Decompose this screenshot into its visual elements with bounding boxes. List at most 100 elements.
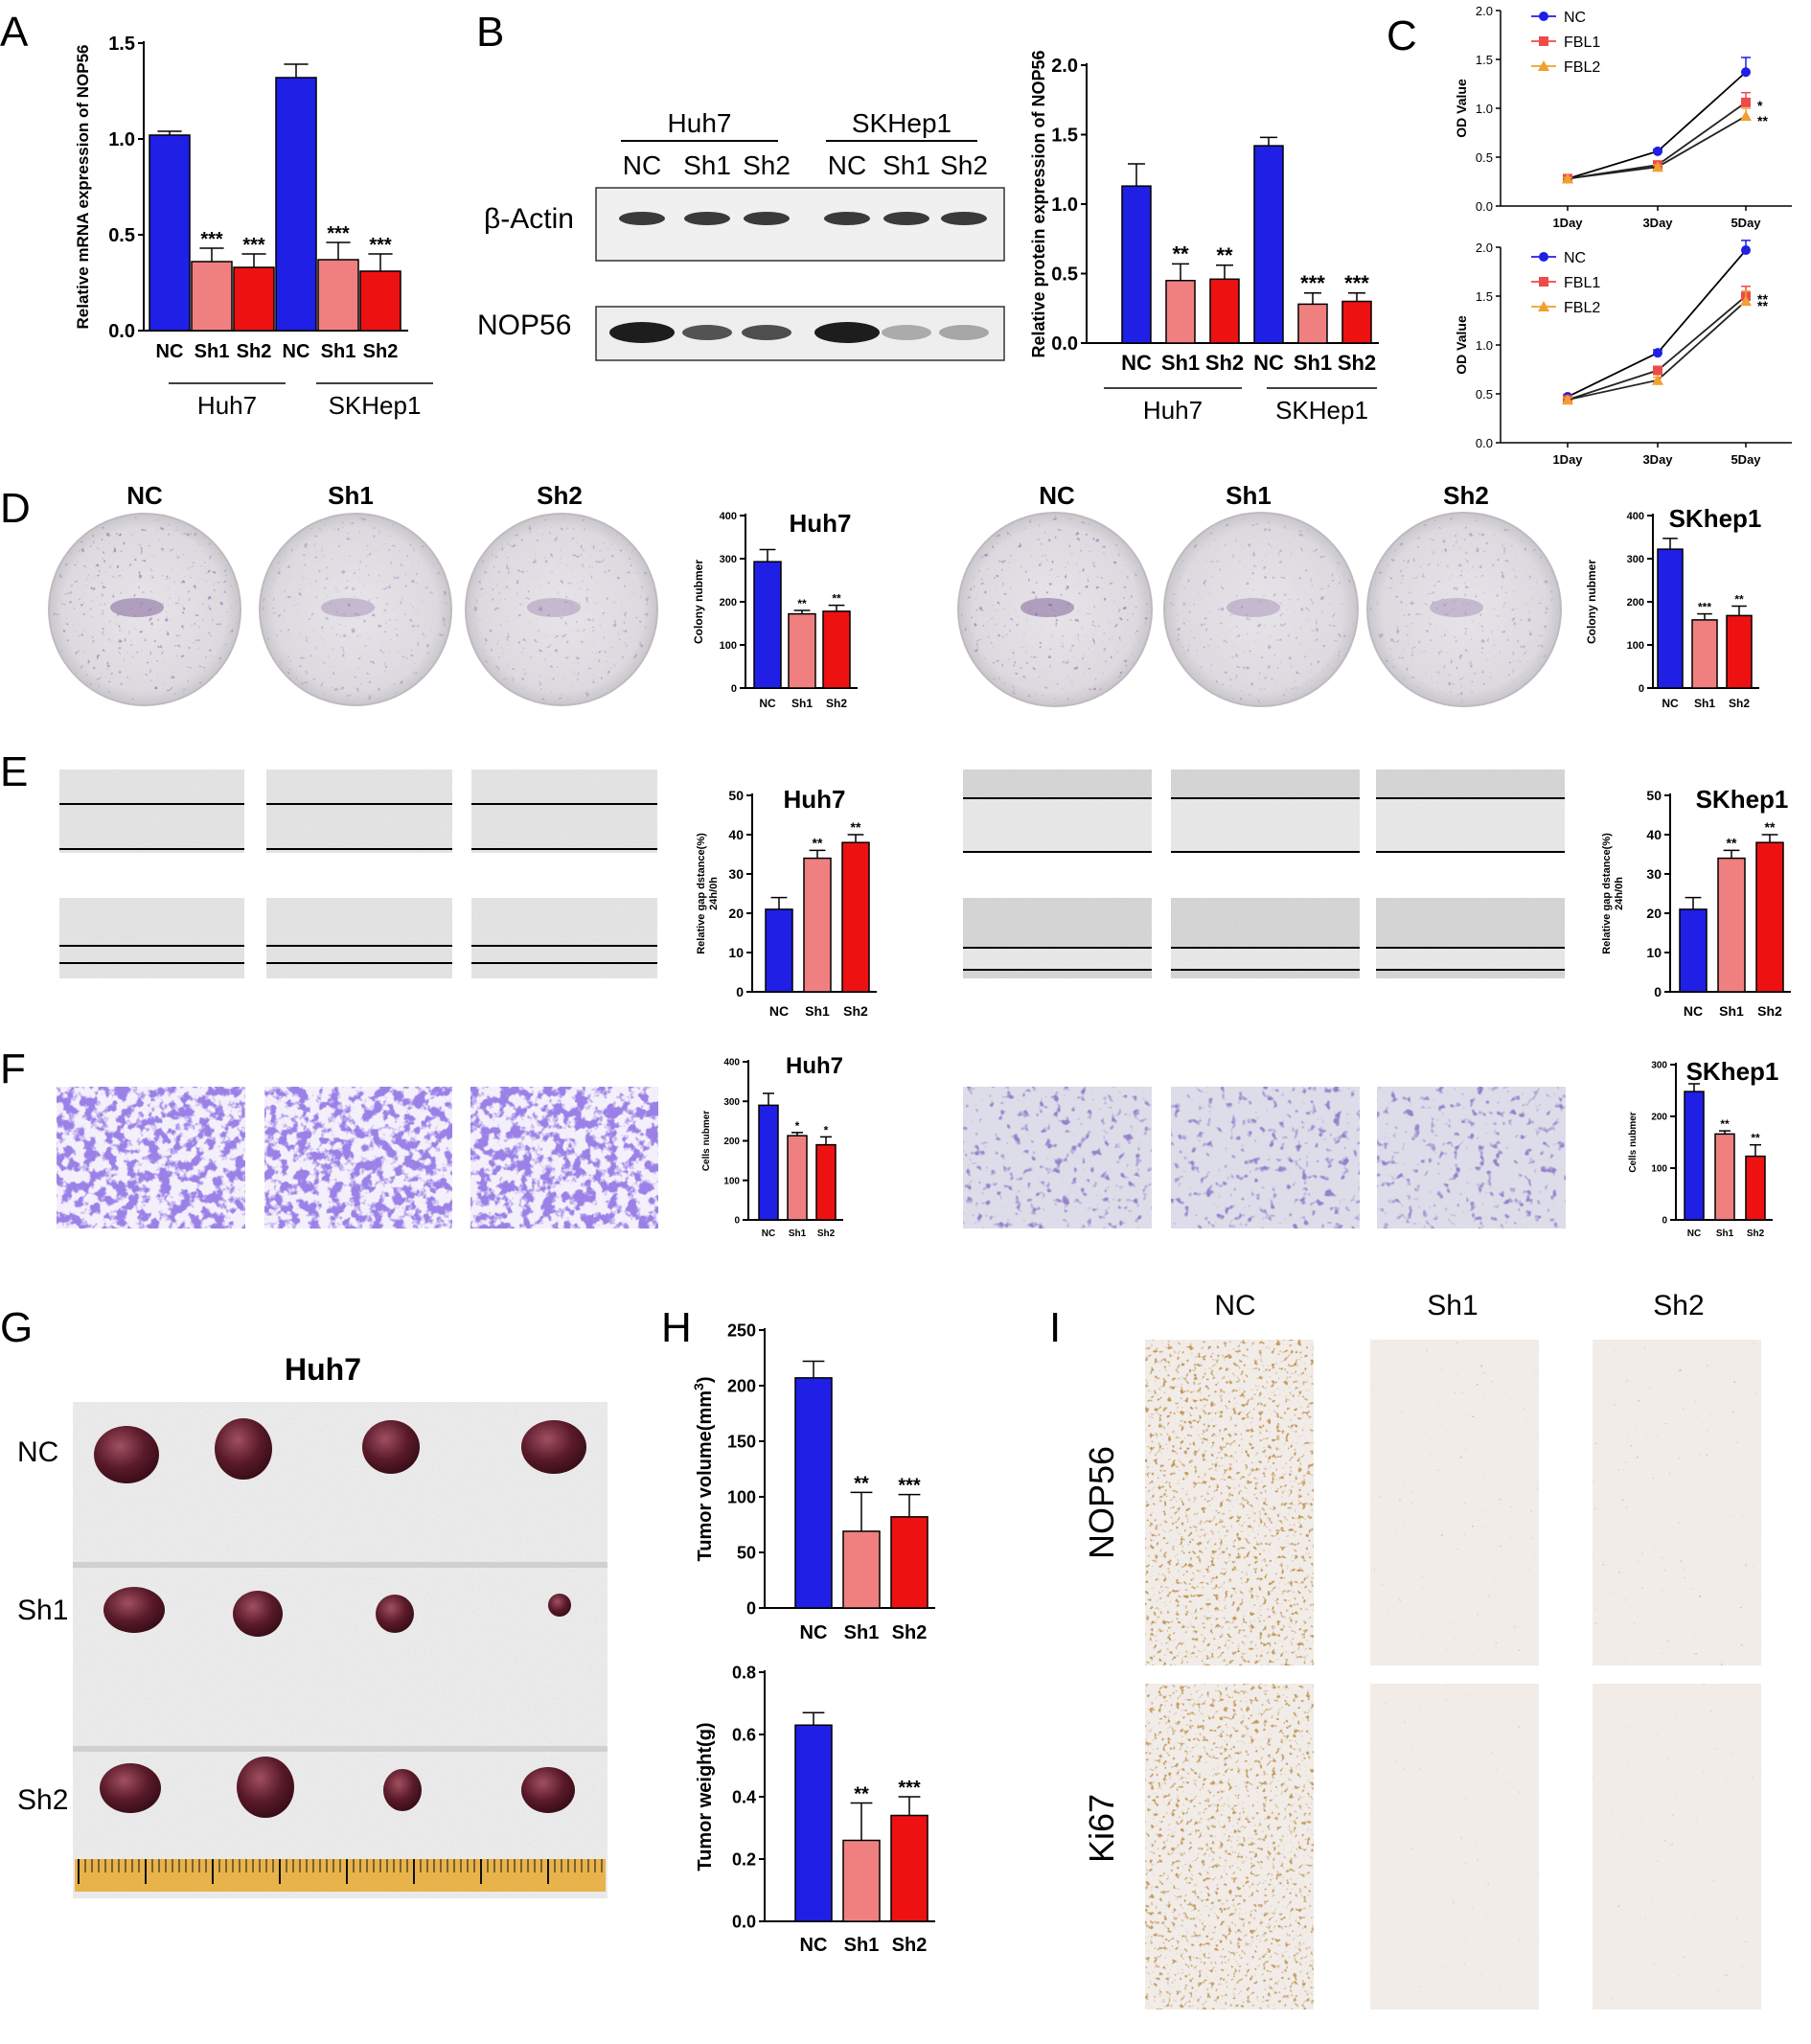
wound-texture	[59, 769, 244, 853]
blot-lane-1: NC	[623, 150, 661, 180]
significance: **	[1757, 113, 1768, 128]
chart-a: 0.0 0.5 1.0 1.5 Relative mRNA expression of …	[74, 34, 433, 420]
bar-2	[842, 1530, 881, 1609]
y-tick-label: 30	[1646, 866, 1662, 882]
significance: **	[854, 1784, 869, 1805]
tumor	[215, 1418, 272, 1480]
category-label: Sh1	[789, 1229, 807, 1239]
y-tick-label: 100	[720, 640, 737, 652]
y-axis-label-2: 24h/0h	[1614, 877, 1625, 910]
tumor	[376, 1595, 414, 1633]
y-tick-label: 20	[728, 906, 744, 921]
y-tick-label: 0	[736, 984, 744, 999]
y-tick-label: 300	[723, 1097, 740, 1108]
y-tick-label: 0.2	[732, 1849, 756, 1869]
transwell-images	[57, 1087, 1566, 1229]
chart-title: Huh7	[784, 785, 846, 814]
y-tick-label: 0.5	[1051, 264, 1078, 286]
panel-letter-i: I	[1049, 1304, 1061, 1351]
y-tick-label: 100	[1627, 640, 1644, 652]
y-tick-label: 1.5	[1476, 53, 1493, 67]
wound-gap	[1171, 798, 1360, 852]
y-axis-label: Relative gap dstance(%)	[696, 833, 707, 954]
y-axis-label: Relative gap dstance(%)	[1601, 833, 1613, 954]
bar-3	[1755, 841, 1784, 993]
panel-letter-h: H	[661, 1304, 692, 1351]
significance: **	[1751, 1132, 1760, 1145]
bar-2	[842, 1839, 881, 1922]
y-tick-label: 200	[1651, 1113, 1667, 1123]
category-label: NC	[283, 341, 310, 362]
y-tick-label: 1.0	[1476, 102, 1493, 116]
blot-lane-5: Sh1	[883, 150, 930, 180]
y-tick-label: 400	[1627, 511, 1644, 522]
blot-row-beta-actin: β-Actin	[484, 203, 574, 235]
chart-c-bottom: 0.0 0.5 1.0 1.5 2.0 OD Value 1Day 3Day 5Day ****	[1454, 240, 1792, 467]
ihc-col-nc: NC	[1214, 1290, 1255, 1321]
category-label: NC	[1687, 1229, 1701, 1239]
ihc-images: NC Sh1 Sh2 NOP56 Ki67	[1082, 1290, 1761, 2010]
category-label: NC	[762, 1229, 775, 1239]
chart-c-top: 0.0 0.5 1.0 1.5 2.0 OD Value 1Day 3Day 5Day ***	[1454, 4, 1792, 230]
wound-texture	[471, 769, 657, 853]
legend-marker	[1538, 60, 1549, 71]
ihc-staining	[1370, 1684, 1539, 2010]
band-nop56	[814, 322, 880, 343]
transwell-cells	[1171, 1087, 1360, 1229]
chart-title: SKhep1	[1686, 1057, 1779, 1086]
significance: **	[1727, 835, 1737, 850]
colony-cluster	[321, 598, 375, 617]
chart-h-volume: 0 50 100 150 200 250 Tumor volume(mm3) NC ** Sh1 *…	[691, 1321, 935, 1643]
bar-2	[803, 857, 832, 993]
significance: ***	[369, 235, 392, 256]
category-label: Sh2	[826, 697, 847, 710]
category-label: NC	[1253, 351, 1284, 375]
bar-6	[1341, 300, 1372, 344]
y-tick-label: 300	[1627, 554, 1644, 565]
significance: ***	[1344, 271, 1369, 295]
panel-c-legends: NC FBL1 FBL2 NC FBL1 FBL2	[1531, 10, 1600, 316]
plate-label-sh2-left: Sh2	[537, 481, 583, 510]
colony-cluster	[1020, 598, 1074, 617]
chart-f-skhep1: 0 100 200 300 Cells nubmer NC ** Sh1 ** Sh2 SKhep1	[1628, 1057, 1778, 1239]
significance: ***	[200, 229, 223, 250]
tumor-row-sh1: Sh1	[17, 1595, 68, 1626]
colony-plates: NC Sh1 Sh2 NC Sh1 Sh2	[48, 481, 1562, 707]
tumor	[103, 1587, 165, 1633]
category-label: NC	[800, 1935, 828, 1956]
y-tick-label: 40	[728, 827, 744, 842]
transwell-cells	[57, 1087, 245, 1229]
bar-2	[788, 612, 816, 689]
bar-2	[191, 261, 233, 332]
band-actin	[941, 212, 987, 225]
category-label: NC	[1662, 697, 1679, 710]
significance: **	[854, 1473, 869, 1494]
bar-2	[1165, 280, 1196, 344]
category-label: Sh2	[1338, 351, 1376, 375]
category-label: NC	[1684, 1003, 1703, 1019]
bar-4	[275, 77, 317, 332]
tumors	[94, 1418, 586, 1818]
wound-texture	[266, 769, 452, 853]
category-label: Sh2	[1205, 351, 1244, 375]
category-label: Sh2	[1747, 1229, 1765, 1239]
category-label: Sh2	[817, 1229, 836, 1239]
blot-lane-4: NC	[828, 150, 866, 180]
bar-3	[815, 1143, 837, 1221]
y-tick-label: 1.5	[1476, 289, 1493, 304]
tumor	[94, 1426, 159, 1483]
band-actin	[619, 212, 665, 225]
bar-1	[1684, 1091, 1705, 1221]
plate-label-sh1-right: Sh1	[1226, 481, 1272, 510]
y-axis-label: Tumor weight(g)	[695, 1722, 716, 1871]
category-label: Sh2	[892, 1622, 928, 1643]
category-label: Sh2	[1757, 1003, 1782, 1019]
y-tick-label: 0.0	[108, 321, 135, 342]
wound-texture	[59, 898, 244, 978]
y-tick-label: 0	[746, 1598, 756, 1618]
colony-cluster	[1226, 598, 1280, 617]
y-tick-label: 300	[720, 554, 737, 565]
bar-3	[841, 841, 870, 993]
plate-label-nc-right: NC	[1039, 481, 1075, 510]
y-tick-label: 100	[727, 1487, 756, 1506]
